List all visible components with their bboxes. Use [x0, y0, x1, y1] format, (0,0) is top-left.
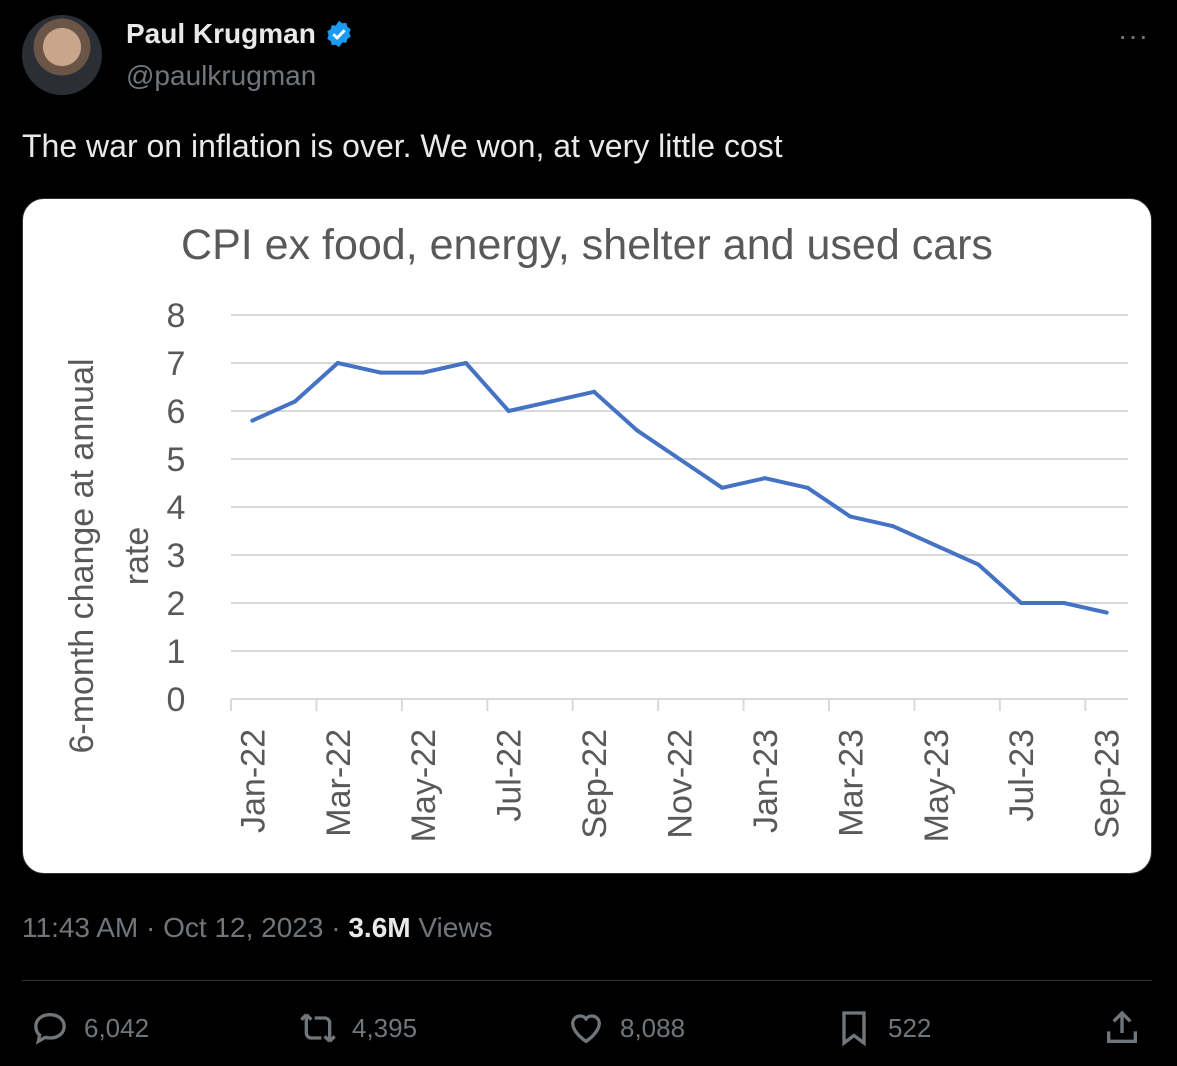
views-label: Views [418, 912, 493, 943]
data-point [549, 399, 554, 404]
data-point [335, 361, 340, 365]
data-point [677, 457, 682, 461]
divider [22, 980, 1152, 981]
retweet-count: 4,395 [352, 1012, 418, 1043]
x-tick-label: Jan-23 [747, 729, 785, 833]
bookmark-button[interactable]: 522 [834, 1008, 931, 1048]
verified-badge-icon [327, 20, 351, 48]
tweet-time[interactable]: 11:43 AM [22, 912, 139, 943]
x-tick-label: Mar-23 [832, 729, 870, 837]
y-tick-label: 5 [167, 441, 186, 479]
tweet-date[interactable]: Oct 12, 2023 [163, 912, 324, 943]
x-tick-label: Nov-22 [662, 729, 700, 839]
x-tick-label: Sep-23 [1089, 729, 1127, 839]
data-point [634, 428, 639, 433]
x-tick-label: May-22 [405, 729, 443, 842]
data-point [933, 543, 938, 548]
y-tick-label: 4 [167, 489, 186, 527]
data-point [250, 418, 255, 423]
reply-button[interactable]: 6,042 [30, 1008, 149, 1048]
data-point [421, 370, 426, 375]
y-tick-label: 8 [167, 297, 186, 335]
author-name: Paul Krugman [126, 18, 316, 49]
heart-icon [570, 1014, 602, 1044]
tweet-text: The war on inflation is over. We won, at… [22, 128, 783, 164]
data-point [293, 399, 298, 404]
y-tick-label: 6 [167, 393, 186, 431]
data-point [976, 562, 981, 567]
author-name-link[interactable]: Paul Krugman [126, 18, 354, 50]
data-point [506, 409, 511, 413]
bookmark-count: 522 [888, 1012, 932, 1043]
bookmark-icon [842, 1011, 866, 1047]
y-tick-label: 7 [167, 345, 186, 383]
x-tick-label: Sep-22 [576, 729, 614, 839]
data-point [1061, 601, 1066, 605]
data-point [848, 514, 853, 519]
reply-icon [34, 1012, 66, 1045]
x-tick-label: Jan-22 [234, 729, 272, 833]
data-point [1019, 601, 1024, 605]
x-tick-label: Jul-22 [491, 729, 529, 822]
retweet-icon [300, 1013, 336, 1043]
y-tick-label: 2 [167, 585, 186, 623]
tweet-meta: 11:43 AM · Oct 12, 2023 · 3.6M Views [22, 912, 493, 943]
share-icon [1107, 1010, 1137, 1043]
more-options-icon[interactable]: ··· [1118, 20, 1149, 51]
data-point [891, 524, 896, 529]
data-point [805, 485, 810, 490]
x-tick-label: Mar-22 [320, 729, 358, 837]
chart-image[interactable]: CPI ex food, energy, shelter and used ca… [22, 198, 1152, 874]
data-point [592, 389, 597, 394]
data-point [762, 476, 767, 481]
like-button[interactable]: 8,088 [566, 1008, 685, 1048]
like-count: 8,088 [620, 1012, 686, 1043]
data-point [720, 485, 725, 490]
x-tick-label: Jul-23 [1003, 729, 1041, 822]
line-chart: CPI ex food, energy, shelter and used ca… [63, 221, 1128, 842]
y-tick-label: 1 [167, 633, 186, 671]
reply-count: 6,042 [84, 1012, 150, 1043]
data-point [378, 370, 383, 375]
y-tick-label: 3 [167, 537, 186, 575]
chart-title: CPI ex food, energy, shelter and used ca… [181, 221, 993, 269]
y-tick-label: 0 [167, 681, 186, 719]
views-count: 3.6M [348, 912, 411, 943]
y-axis-title-line2: rate [118, 527, 156, 586]
data-point [463, 361, 468, 365]
x-tick-label: May-23 [918, 729, 956, 842]
retweet-button[interactable]: 4,395 [298, 1008, 417, 1048]
author-handle[interactable]: @paulkrugman [126, 60, 317, 91]
y-axis-title-line1: 6-month change at annual [63, 358, 101, 753]
share-button[interactable] [1102, 1008, 1142, 1048]
avatar[interactable] [22, 15, 102, 95]
data-point [1104, 610, 1109, 615]
series-line [251, 361, 1108, 615]
